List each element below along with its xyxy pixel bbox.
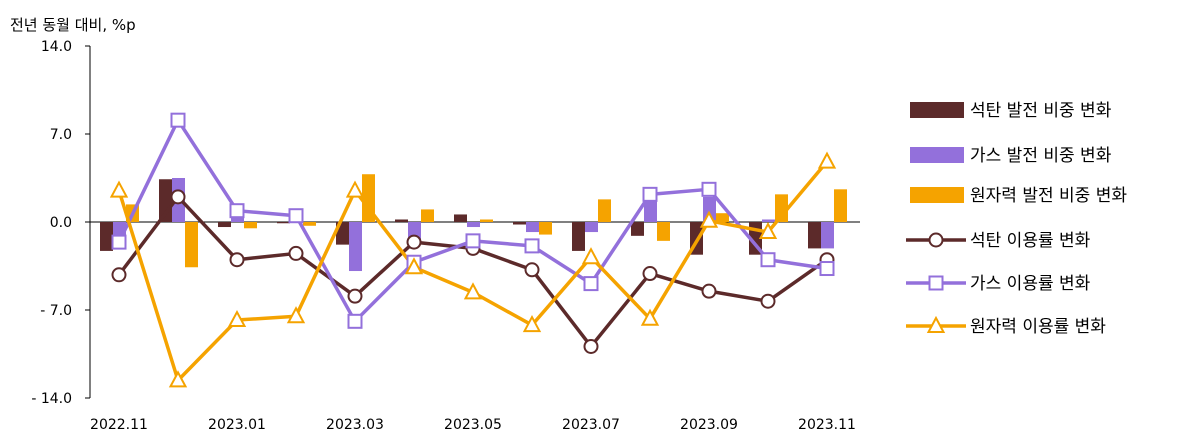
series-point-2 bbox=[819, 261, 835, 277]
bar-series-group bbox=[100, 174, 847, 272]
series-point-3 bbox=[640, 308, 660, 326]
series-point-1 bbox=[701, 283, 717, 299]
x-tick-label: 2022.11 bbox=[90, 417, 148, 433]
legend-label: 가스 이용률 변화 bbox=[970, 274, 1091, 294]
series-point-3 bbox=[522, 314, 542, 333]
y-tick-label: 7.0 bbox=[50, 127, 72, 143]
series-point-2 bbox=[583, 276, 599, 292]
bar-1 bbox=[631, 222, 644, 236]
bar-3 bbox=[598, 199, 611, 222]
bar-3 bbox=[480, 219, 493, 222]
series-point-2 bbox=[760, 252, 776, 268]
series-point-3 bbox=[345, 180, 365, 198]
series-point-1 bbox=[288, 245, 304, 261]
bar-3 bbox=[539, 222, 552, 235]
x-tick-label: 2023.09 bbox=[680, 417, 738, 433]
legend-marker bbox=[928, 232, 944, 248]
series-point-3 bbox=[758, 221, 778, 240]
x-tick-label: 2023.01 bbox=[208, 417, 266, 433]
series-point-2 bbox=[465, 233, 481, 249]
bar-2 bbox=[231, 215, 244, 222]
legend-label: 원자력 이용률 변화 bbox=[970, 317, 1106, 337]
series-point-1 bbox=[524, 262, 540, 278]
series-point-1 bbox=[406, 234, 422, 250]
bar-2 bbox=[644, 199, 657, 222]
series-point-2 bbox=[288, 208, 304, 224]
bar-3 bbox=[244, 222, 257, 229]
x-tick-label: 2023.03 bbox=[326, 417, 384, 433]
legend-swatch bbox=[910, 147, 964, 163]
series-point-3 bbox=[581, 247, 601, 265]
bar-2 bbox=[526, 222, 539, 233]
series-point-1 bbox=[760, 293, 776, 309]
bar-2 bbox=[585, 222, 598, 233]
series-point-3 bbox=[286, 306, 306, 324]
series-point-2 bbox=[229, 203, 245, 219]
legend-label: 석탄 이용률 변화 bbox=[970, 231, 1091, 251]
series-point-1 bbox=[347, 288, 363, 304]
series-point-1 bbox=[583, 338, 599, 354]
series-point-2 bbox=[524, 238, 540, 254]
series-point-2 bbox=[111, 234, 127, 250]
bar-1 bbox=[218, 222, 231, 228]
line-series-group bbox=[109, 112, 837, 388]
series-point-1 bbox=[642, 266, 658, 282]
y-tick-label: 14.0 bbox=[41, 39, 72, 55]
bar-2 bbox=[467, 222, 480, 228]
bar-2 bbox=[349, 222, 362, 272]
bar-1 bbox=[100, 222, 113, 251]
legend-label: 가스 발전 비중 변화 bbox=[970, 146, 1112, 166]
bar-1 bbox=[454, 214, 467, 222]
series-point-3 bbox=[168, 370, 188, 388]
series-point-3 bbox=[109, 180, 129, 198]
legend-marker bbox=[928, 275, 944, 291]
series-point-2 bbox=[170, 112, 186, 128]
bar-1 bbox=[395, 219, 408, 222]
bar-3 bbox=[421, 209, 434, 222]
series-point-3 bbox=[463, 282, 483, 300]
series-point-1 bbox=[111, 267, 127, 283]
x-tick-label: 2023.07 bbox=[562, 417, 620, 433]
series-point-3 bbox=[699, 210, 719, 228]
series-point-3 bbox=[817, 151, 837, 169]
y-tick-label: 0.0 bbox=[50, 215, 72, 231]
series-point-2 bbox=[642, 186, 658, 202]
bar-1 bbox=[513, 222, 526, 225]
legend-marker bbox=[926, 315, 946, 333]
legend-label: 석탄 발전 비중 변화 bbox=[970, 101, 1112, 121]
bar-3 bbox=[657, 222, 670, 241]
bar-2 bbox=[703, 196, 716, 222]
x-tick-label: 2023.11 bbox=[798, 417, 856, 433]
series-point-2 bbox=[701, 181, 717, 197]
series-point-3 bbox=[227, 309, 247, 328]
bar-3 bbox=[303, 222, 316, 226]
series-point-2 bbox=[347, 313, 363, 329]
bar-2 bbox=[762, 219, 775, 222]
x-tick-label: 2023.05 bbox=[444, 417, 502, 433]
legend-swatch bbox=[910, 102, 964, 118]
y-tick-label: - 14.0 bbox=[31, 391, 72, 407]
legend-swatch bbox=[910, 187, 964, 203]
bar-1 bbox=[277, 222, 290, 224]
bar-3 bbox=[185, 222, 198, 268]
bar-1 bbox=[572, 222, 585, 251]
legend-label: 원자력 발전 비중 변화 bbox=[970, 186, 1127, 206]
unit-label: 전년 동월 대비, %p bbox=[10, 16, 136, 34]
bar-3 bbox=[834, 189, 847, 222]
bar-3 bbox=[716, 213, 729, 222]
bar-3 bbox=[775, 194, 788, 222]
bar-2 bbox=[821, 222, 834, 249]
series-point-1 bbox=[170, 189, 186, 205]
series-point-3 bbox=[404, 257, 424, 275]
axes: 14.0 7.0 0.0 - 7.0 - 14.0 2022.11 2023.01 2023.… bbox=[31, 39, 860, 433]
series-point-1 bbox=[229, 252, 245, 268]
bar-1 bbox=[808, 222, 821, 249]
y-tick-label: - 7.0 bbox=[40, 303, 72, 319]
